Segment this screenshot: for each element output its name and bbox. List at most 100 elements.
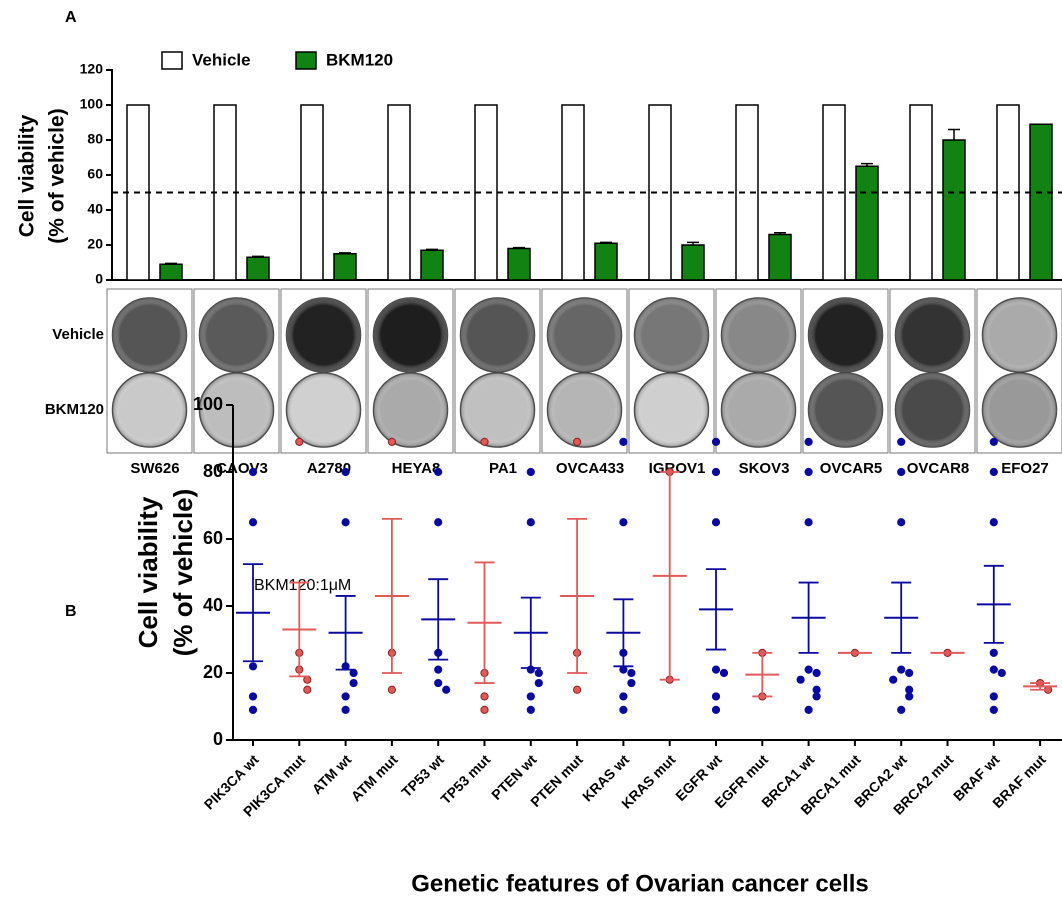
- bar: [822, 104, 846, 281]
- data-point: [341, 467, 350, 477]
- data-point: [248, 518, 258, 527]
- y-tick-label: 20: [87, 236, 103, 252]
- data-point: [387, 437, 396, 446]
- data-point: [627, 668, 636, 678]
- image-row-label: Vehicle: [52, 326, 104, 343]
- data-point: [711, 467, 721, 477]
- bar: [855, 165, 879, 281]
- data-point: [989, 705, 998, 714]
- data-point: [804, 467, 813, 477]
- data-point: [796, 675, 805, 684]
- error-bar: [659, 471, 680, 681]
- data-point: [442, 685, 451, 694]
- error-bar: [339, 252, 351, 254]
- error-bar: [1030, 682, 1051, 691]
- data-point: [711, 437, 721, 446]
- data-point: [619, 437, 628, 446]
- error-bar: [861, 162, 873, 167]
- data-point: [480, 705, 489, 714]
- data-point: [341, 518, 350, 527]
- error-bar: [243, 563, 263, 663]
- data-point: [812, 685, 821, 694]
- x-tick-label: OVCA433: [556, 460, 624, 477]
- data-point: [349, 678, 358, 688]
- y-axis-label: (% of vehicle): [46, 108, 69, 243]
- y-tick-label: 0: [95, 271, 103, 287]
- plate-rim: [460, 373, 535, 447]
- data-point: [619, 692, 628, 701]
- plate-rim: [112, 373, 187, 447]
- plate-rim: [721, 373, 796, 447]
- plate-rim: [634, 373, 709, 447]
- bar: [333, 253, 357, 281]
- x-tick-label: OVCAR8: [907, 460, 970, 477]
- y-tick-label: 60: [203, 528, 223, 548]
- error-bar: [983, 564, 1004, 644]
- error-bar: [520, 596, 541, 669]
- data-point: [897, 437, 906, 446]
- data-point: [989, 467, 998, 477]
- panel-label: B: [65, 603, 77, 620]
- data-point: [248, 705, 258, 714]
- error-bar: [381, 518, 402, 674]
- error-bar: [706, 568, 726, 651]
- data-point: [804, 518, 813, 527]
- legend-label: Vehicle: [192, 50, 251, 69]
- bar: [735, 104, 759, 281]
- data-point: [711, 518, 721, 527]
- data-point: [526, 518, 535, 527]
- error-bar: [948, 128, 960, 140]
- data-point: [295, 437, 304, 446]
- data-point: [434, 678, 443, 688]
- data-point: [989, 665, 998, 674]
- data-point: [526, 692, 535, 701]
- error-bar: [798, 581, 819, 654]
- bar: [681, 244, 705, 281]
- x-tick-label: TP53 mut: [437, 751, 493, 807]
- data-point: [434, 518, 443, 527]
- y-tick-label: 40: [203, 595, 223, 615]
- data-point: [889, 675, 898, 684]
- data-point: [526, 467, 535, 477]
- plate-rim: [982, 298, 1057, 372]
- annotation: BKM120:1μM: [254, 577, 351, 594]
- plate-rim: [373, 298, 448, 372]
- bar: [420, 249, 444, 281]
- data-point: [387, 685, 396, 694]
- plate-rim: [373, 373, 448, 447]
- plate-rim: [199, 373, 274, 447]
- panel-label: A: [65, 9, 77, 26]
- data-point: [711, 665, 721, 674]
- data-point: [434, 467, 443, 477]
- data-point: [989, 692, 998, 701]
- bar: [909, 104, 933, 281]
- plate-rim: [982, 373, 1057, 447]
- data-point: [480, 437, 489, 446]
- data-point: [897, 665, 906, 674]
- x-tick-label: ATM wt: [309, 751, 355, 797]
- x-tick-label: SKOV3: [739, 460, 790, 477]
- data-point: [573, 437, 582, 446]
- x-tick-label: A2780: [307, 460, 351, 477]
- data-point: [434, 665, 443, 674]
- data-point: [997, 668, 1006, 678]
- y-axis-label: (% of vehicle): [168, 489, 198, 657]
- x-tick-label: EFO27: [1001, 460, 1049, 477]
- data-point: [303, 685, 312, 694]
- y-tick-label: 0: [213, 729, 223, 749]
- x-tick-label: OVCAR5: [820, 460, 883, 477]
- plate-rim: [547, 298, 622, 372]
- x-tick-label: HEYA8: [392, 460, 441, 477]
- plate-rim: [808, 298, 883, 372]
- data-point: [619, 705, 628, 714]
- x-tick-label: CAOV3: [216, 460, 268, 477]
- bar: [648, 104, 672, 281]
- data-point: [248, 662, 258, 671]
- error-bar: [891, 581, 912, 654]
- data-point: [711, 692, 721, 701]
- bar: [1029, 123, 1053, 281]
- data-point: [526, 705, 535, 714]
- data-point: [905, 692, 914, 701]
- plate-rim: [460, 298, 535, 372]
- plate-rim: [721, 298, 796, 372]
